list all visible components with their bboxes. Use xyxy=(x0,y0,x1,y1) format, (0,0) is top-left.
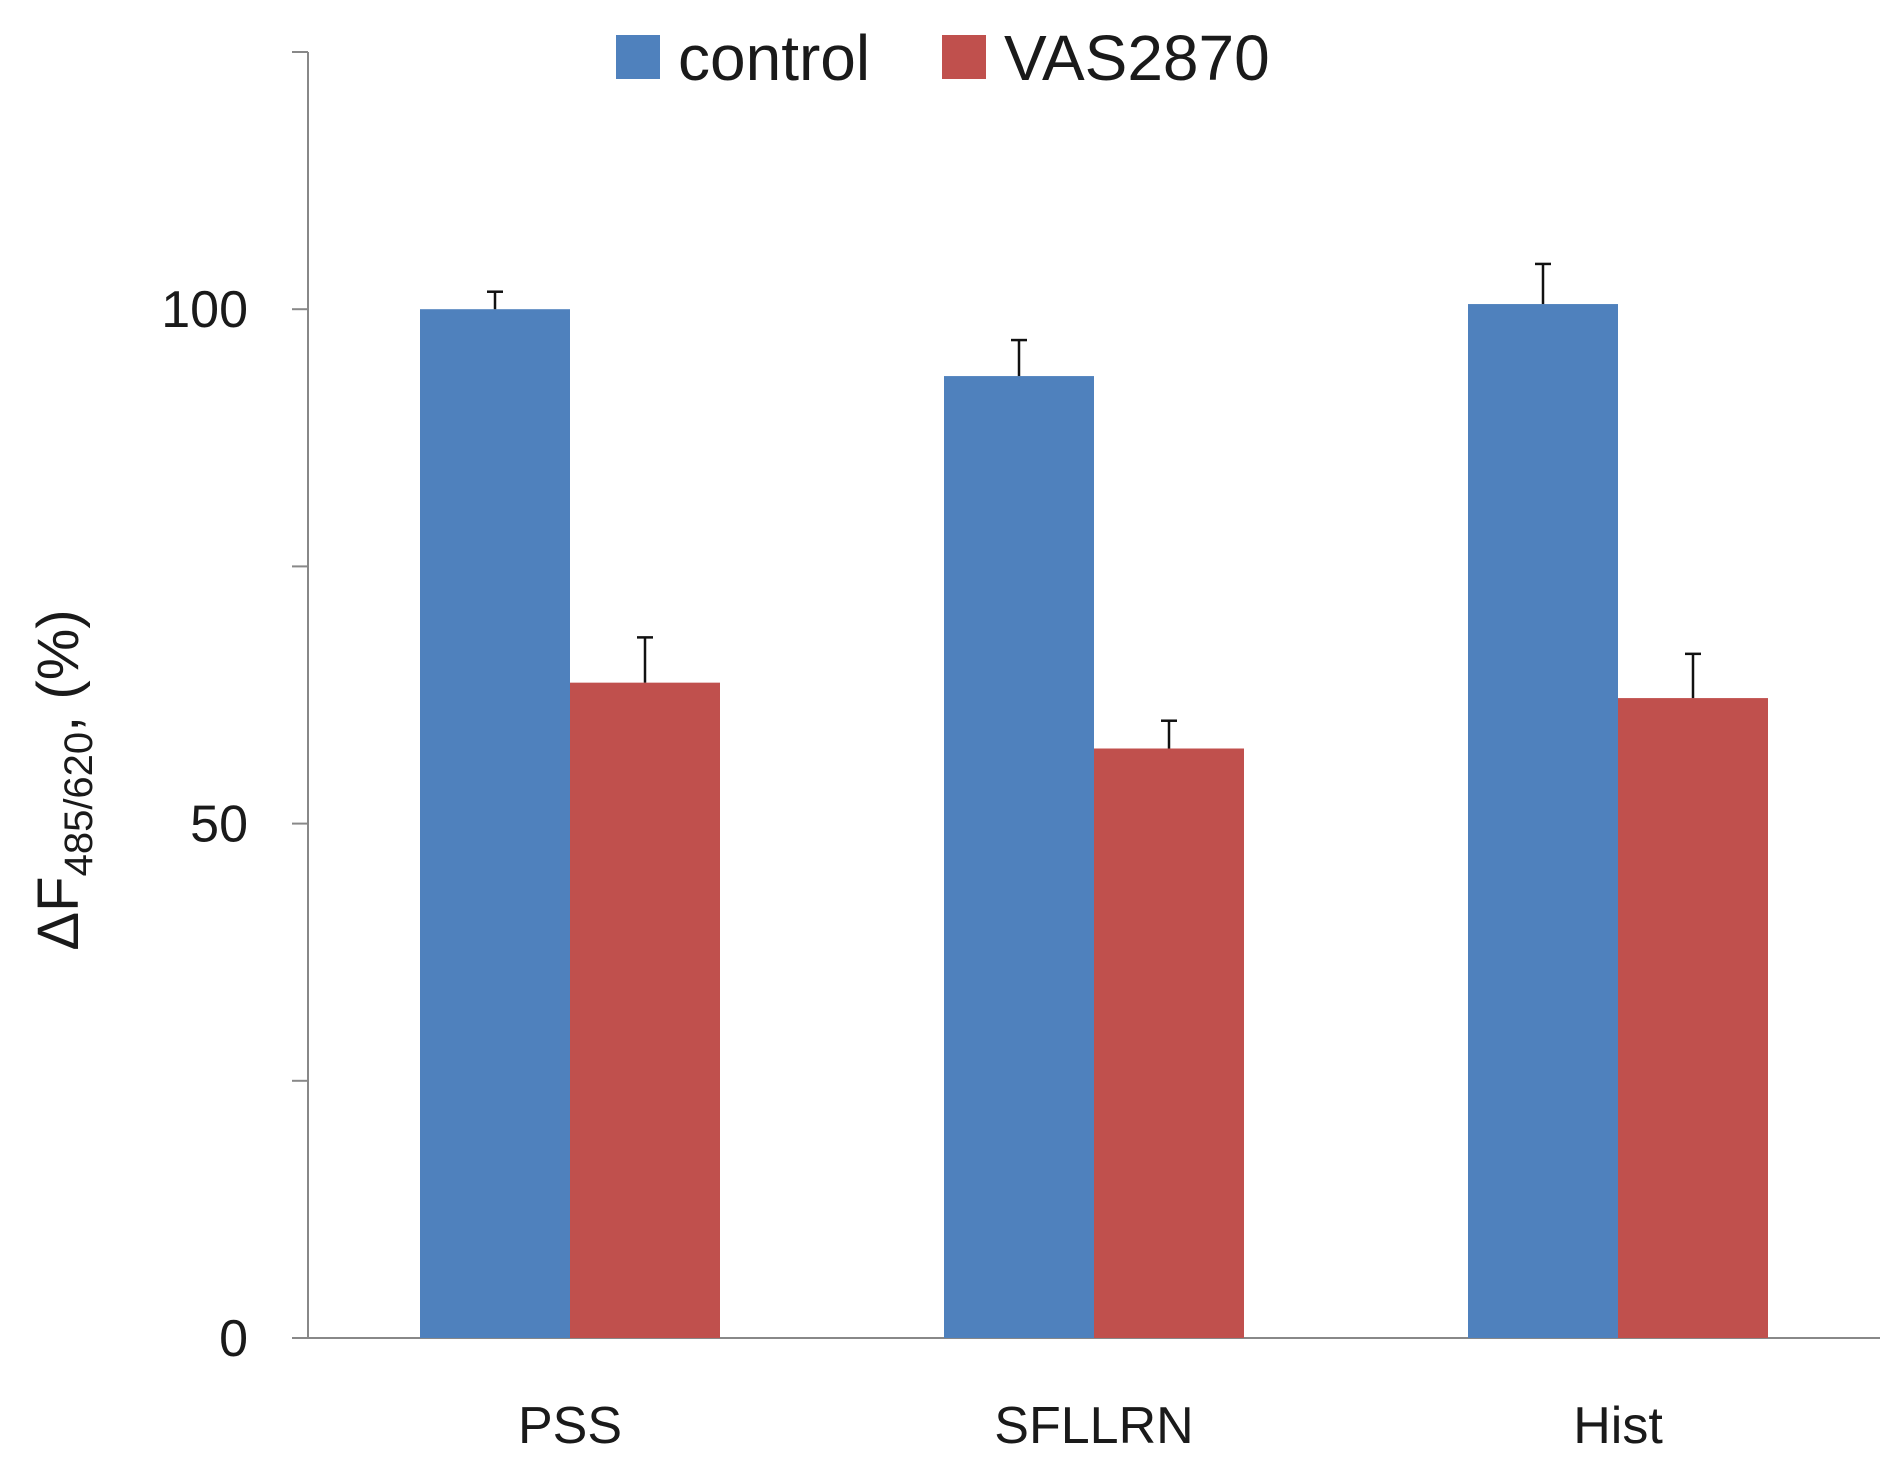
y-tick-label: 50 xyxy=(190,796,248,854)
x-axis: PSS SFLLRN Hist xyxy=(292,1337,1880,1455)
legend-label-vas2870: VAS2870 xyxy=(1004,22,1270,94)
y-axis-label-suffix: , (%) xyxy=(26,609,91,731)
x-tick-label: SFLLRN xyxy=(994,1397,1193,1455)
legend-label-control: control xyxy=(678,22,870,94)
y-axis-label-symbol: ΔF xyxy=(26,876,91,950)
y-tick-label: 100 xyxy=(161,281,248,339)
y-axis-label-subscript: 485/620 xyxy=(57,732,101,877)
x-tick-label: PSS xyxy=(518,1397,622,1455)
y-axis: 0 50 100 xyxy=(161,51,309,1368)
bars xyxy=(420,262,1768,1339)
bar-vas2870-sfllrn xyxy=(1094,748,1244,1338)
y-axis-label: ΔF485/620, (%) xyxy=(26,609,101,950)
x-tick-label: Hist xyxy=(1573,1397,1663,1455)
bar-control-sfllrn xyxy=(944,376,1094,1338)
bar-vas2870-hist xyxy=(1618,698,1768,1338)
bar-control-pss xyxy=(420,309,570,1339)
legend: control VAS2870 xyxy=(616,22,1270,94)
bar-control-hist xyxy=(1468,304,1618,1338)
legend-swatch-vas2870 xyxy=(942,35,986,79)
bar-vas2870-pss xyxy=(570,682,720,1338)
legend-swatch-control xyxy=(616,35,660,79)
y-tick-label: 0 xyxy=(219,1310,248,1368)
